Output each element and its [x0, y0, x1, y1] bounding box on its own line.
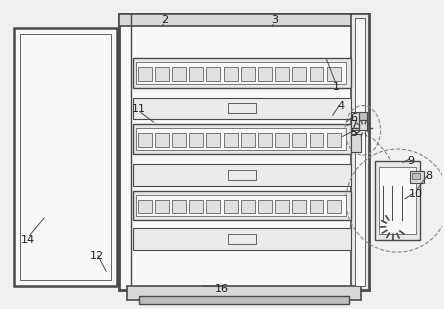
Bar: [359, 121, 367, 130]
Bar: [206, 200, 220, 214]
Text: 10: 10: [408, 189, 423, 199]
Bar: [139, 296, 349, 304]
Bar: [138, 67, 152, 81]
Bar: [172, 200, 186, 214]
Text: 5: 5: [350, 128, 357, 138]
Bar: [410, 171, 424, 183]
Bar: [351, 14, 369, 290]
Bar: [241, 67, 255, 81]
Bar: [228, 170, 256, 180]
Bar: [258, 133, 272, 147]
Bar: [351, 134, 361, 152]
Bar: [14, 28, 117, 286]
Bar: [189, 67, 203, 81]
Text: 14: 14: [20, 235, 35, 245]
Bar: [136, 195, 346, 216]
Bar: [172, 67, 186, 81]
Bar: [224, 67, 238, 81]
Bar: [133, 98, 351, 119]
Bar: [228, 104, 256, 113]
Bar: [275, 133, 289, 147]
Text: 1: 1: [333, 82, 340, 92]
Bar: [206, 133, 220, 147]
Bar: [189, 200, 203, 214]
Bar: [379, 167, 416, 234]
Text: 7: 7: [350, 121, 357, 130]
Bar: [228, 234, 256, 244]
Bar: [127, 286, 361, 300]
Text: 12: 12: [90, 251, 103, 260]
Bar: [138, 200, 152, 214]
Bar: [133, 228, 351, 250]
Text: 11: 11: [131, 104, 145, 114]
Bar: [119, 14, 369, 26]
Bar: [133, 164, 351, 186]
Text: 2: 2: [161, 15, 168, 25]
Bar: [327, 67, 341, 81]
Bar: [20, 34, 111, 280]
Bar: [241, 200, 255, 214]
Bar: [375, 161, 420, 240]
Text: 9: 9: [408, 156, 415, 166]
Bar: [138, 133, 152, 147]
Bar: [241, 133, 255, 147]
Bar: [355, 18, 365, 286]
Bar: [119, 14, 369, 290]
Bar: [155, 133, 169, 147]
Text: 8: 8: [425, 171, 432, 181]
Bar: [224, 200, 238, 214]
Bar: [133, 191, 351, 220]
Bar: [292, 67, 306, 81]
Bar: [258, 200, 272, 214]
Bar: [133, 124, 351, 154]
Bar: [258, 67, 272, 81]
Text: 4: 4: [337, 100, 345, 111]
Bar: [327, 200, 341, 214]
Text: 6: 6: [350, 113, 357, 123]
Bar: [155, 67, 169, 81]
Bar: [172, 133, 186, 147]
Bar: [309, 133, 323, 147]
Bar: [155, 200, 169, 214]
Bar: [133, 58, 351, 88]
Bar: [136, 128, 346, 150]
Bar: [412, 173, 420, 179]
Bar: [292, 133, 306, 147]
Bar: [292, 200, 306, 214]
Bar: [275, 200, 289, 214]
Bar: [359, 112, 367, 121]
Bar: [136, 62, 346, 84]
Bar: [309, 67, 323, 81]
Bar: [327, 133, 341, 147]
Bar: [275, 67, 289, 81]
Text: 16: 16: [215, 284, 229, 294]
Bar: [189, 133, 203, 147]
Bar: [351, 112, 361, 130]
Bar: [206, 67, 220, 81]
Text: 3: 3: [271, 15, 278, 25]
Bar: [224, 133, 238, 147]
Bar: [309, 200, 323, 214]
